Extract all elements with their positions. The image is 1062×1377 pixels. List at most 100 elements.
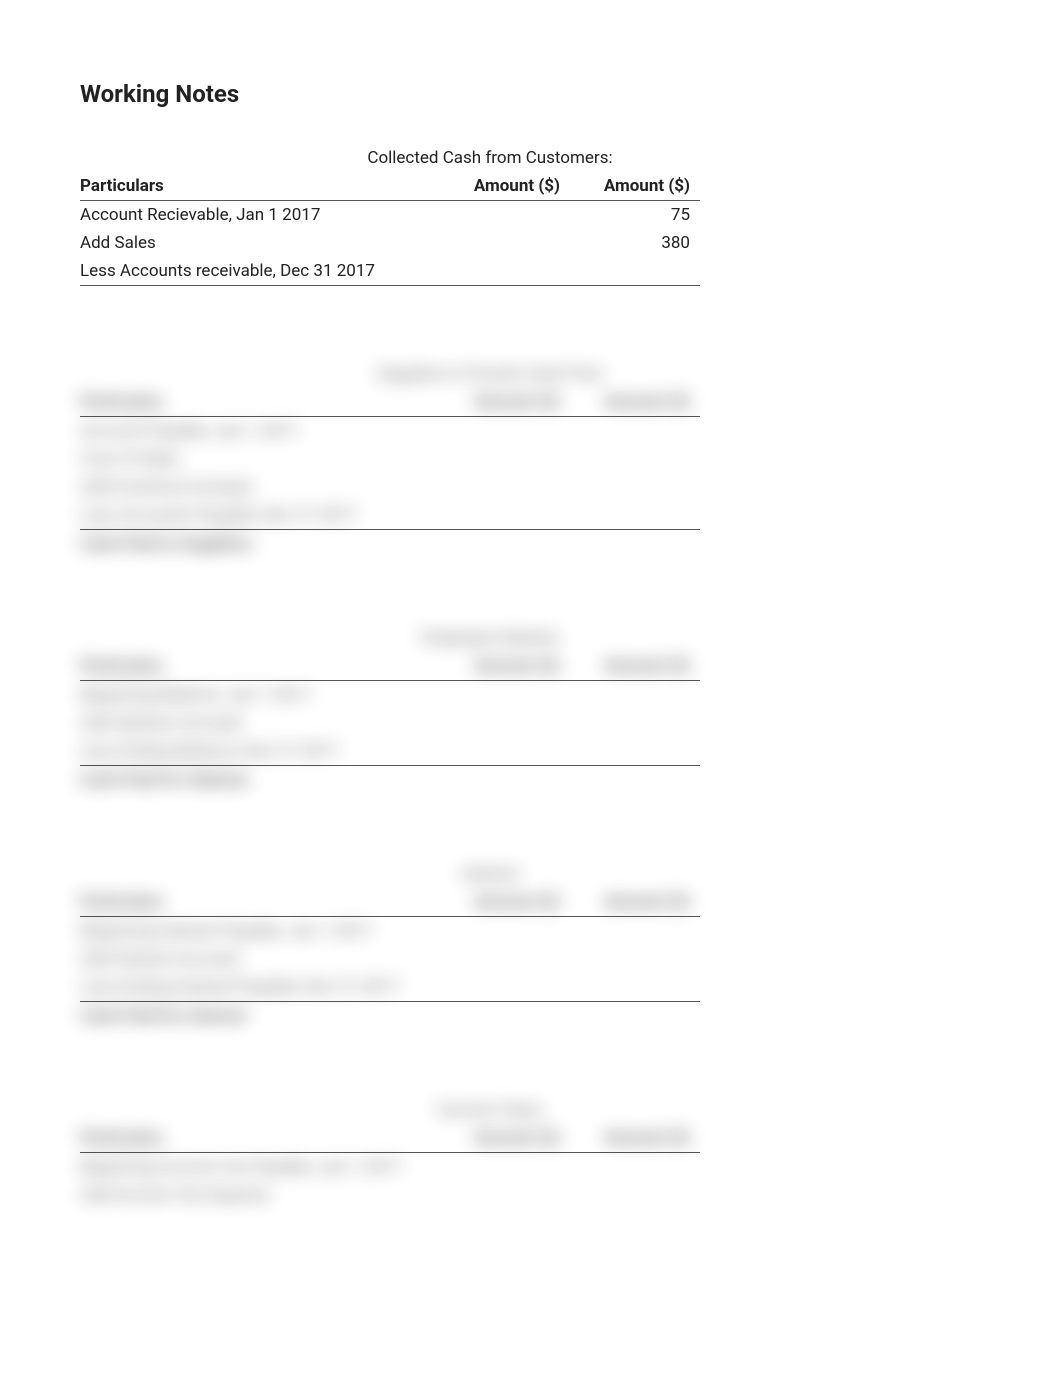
row-amount-1: [440, 417, 570, 446]
row-amount-2: 380: [570, 229, 700, 257]
row-amount-2: [570, 445, 700, 473]
row-amount-2: [570, 917, 700, 946]
table-row: Less Accounts Payable, Dec 31 2017: [80, 501, 700, 530]
row-label: Add Sales: [80, 229, 440, 257]
row-amount-1: [440, 473, 570, 501]
row-label: Beginning Interest Payable, Jan 1 2017: [80, 917, 440, 946]
row-label: Add Salaries Accrued: [80, 709, 440, 737]
working-note-table: ParticularsAmount ($)Amount ($)Account R…: [80, 172, 700, 294]
page-title: Working Notes: [80, 80, 982, 108]
total-amount-2: [570, 1002, 700, 1031]
col-header-amount: Amount ($): [570, 888, 700, 917]
working-note-section: Suppliers of Goods Cash FlowParticularsA…: [80, 364, 982, 558]
row-label: Add Inventory Increase: [80, 473, 440, 501]
working-note-table: ParticularsAmount ($)Amount ($)Beginning…: [80, 652, 700, 794]
table-row: Add Sales 380: [80, 229, 700, 257]
row-label: Account Recievable, Jan 1 2017: [80, 201, 440, 230]
table-row: Less Ending Interest Payable, Dec 31 201…: [80, 973, 700, 1002]
working-note-section: Income TaxesParticularsAmount ($)Amount …: [80, 1100, 982, 1209]
row-amount-2: [570, 257, 700, 286]
row-amount-2: [570, 973, 700, 1002]
table-wrap: Suppliers of Goods Cash FlowParticularsA…: [80, 364, 700, 558]
row-label: Less Ending Balance, Dec 31 2017: [80, 737, 440, 766]
table-title: Suppliers of Goods Cash Flow: [80, 364, 700, 384]
col-header-amount: Amount ($): [440, 388, 570, 417]
row-label: Add Income Tax Expense: [80, 1181, 440, 1209]
col-header-amount: Amount ($): [440, 888, 570, 917]
row-label: Less Ending Interest Payable, Dec 31 201…: [80, 973, 440, 1002]
table-wrap: Employee SalariesParticularsAmount ($)Am…: [80, 628, 700, 794]
row-amount-1: [440, 1153, 570, 1182]
col-header-particulars: Particulars: [80, 652, 440, 681]
row-amount-1: [440, 445, 570, 473]
working-note-section: Collected Cash from Customers:Particular…: [80, 148, 982, 294]
table-wrap: InterestParticularsAmount ($)Amount ($)B…: [80, 864, 700, 1030]
col-header-amount: Amount ($): [570, 1124, 700, 1153]
table-row: Beginning Interest Payable, Jan 1 2017: [80, 917, 700, 946]
row-amount-1: [440, 1181, 570, 1209]
row-label: Less Accounts Payable, Dec 31 2017: [80, 501, 440, 530]
table-row: Beginning Income Tax Payable, Jan 1 2017: [80, 1153, 700, 1182]
col-header-amount: Amount ($): [440, 1124, 570, 1153]
total-amount-2: [570, 766, 700, 795]
total-amount-1: [440, 1002, 570, 1031]
row-amount-1: [440, 201, 570, 230]
row-amount-1: [440, 973, 570, 1002]
col-header-amount: Amount ($): [570, 652, 700, 681]
row-amount-1: [440, 501, 570, 530]
table-title: Income Taxes: [80, 1100, 700, 1120]
table-row: Beginning Balance, Jan 1 2017: [80, 681, 700, 710]
row-amount-1: [440, 681, 570, 710]
row-amount-2: [570, 1181, 700, 1209]
table-row: Cost of Sales: [80, 445, 700, 473]
total-amount-1: [440, 766, 570, 795]
row-label: Beginning Balance, Jan 1 2017: [80, 681, 440, 710]
table-row: Less Ending Balance, Dec 31 2017: [80, 737, 700, 766]
row-amount-2: 75: [570, 201, 700, 230]
total-label: Cash Paid to Suppliers: [80, 530, 440, 559]
col-header-amount: Amount ($): [440, 172, 570, 201]
row-amount-2: [570, 945, 700, 973]
table-row: Add Inventory Increase: [80, 473, 700, 501]
row-amount-1: [440, 945, 570, 973]
col-header-particulars: Particulars: [80, 1124, 440, 1153]
tables-container: Collected Cash from Customers:Particular…: [80, 148, 982, 1209]
row-amount-2: [570, 737, 700, 766]
row-amount-1: [440, 257, 570, 286]
col-header-amount: Amount ($): [570, 172, 700, 201]
total-label: [80, 286, 440, 295]
col-header-amount: Amount ($): [440, 652, 570, 681]
col-header-particulars: Particulars: [80, 888, 440, 917]
table-row: Less Accounts receivable, Dec 31 2017: [80, 257, 700, 286]
table-row: Add Salaries Accrued: [80, 709, 700, 737]
col-header-particulars: Particulars: [80, 388, 440, 417]
table-wrap: Income TaxesParticularsAmount ($)Amount …: [80, 1100, 700, 1209]
working-note-section: InterestParticularsAmount ($)Amount ($)B…: [80, 864, 982, 1030]
row-label: Cost of Sales: [80, 445, 440, 473]
table-total-row: Cash Paid to Suppliers: [80, 530, 700, 559]
working-note-section: Employee SalariesParticularsAmount ($)Am…: [80, 628, 982, 794]
table-total-row: Cash Paid for Interest: [80, 1002, 700, 1031]
table-title: Employee Salaries: [80, 628, 700, 648]
working-note-table: ParticularsAmount ($)Amount ($)Beginning…: [80, 1124, 700, 1209]
row-amount-1: [440, 709, 570, 737]
row-amount-2: [570, 417, 700, 446]
row-label: Beginning Income Tax Payable, Jan 1 2017: [80, 1153, 440, 1182]
row-amount-1: [440, 917, 570, 946]
row-amount-2: [570, 709, 700, 737]
total-amount-2: [570, 530, 700, 559]
table-wrap: Collected Cash from Customers:Particular…: [80, 148, 700, 294]
table-row: Account Recievable, Jan 1 2017 75: [80, 201, 700, 230]
row-label: Account Payable, Jan 1 2017: [80, 417, 440, 446]
row-amount-2: [570, 681, 700, 710]
row-amount-1: [440, 737, 570, 766]
col-header-particulars: Particulars: [80, 172, 440, 201]
total-amount-2: [570, 286, 700, 295]
total-amount-1: [440, 286, 570, 295]
working-note-table: ParticularsAmount ($)Amount ($)Account P…: [80, 388, 700, 558]
working-note-table: ParticularsAmount ($)Amount ($)Beginning…: [80, 888, 700, 1030]
total-amount-1: [440, 530, 570, 559]
total-label: Cash Paid for Salaries: [80, 766, 440, 795]
table-row: Add Income Tax Expense: [80, 1181, 700, 1209]
row-amount-2: [570, 473, 700, 501]
